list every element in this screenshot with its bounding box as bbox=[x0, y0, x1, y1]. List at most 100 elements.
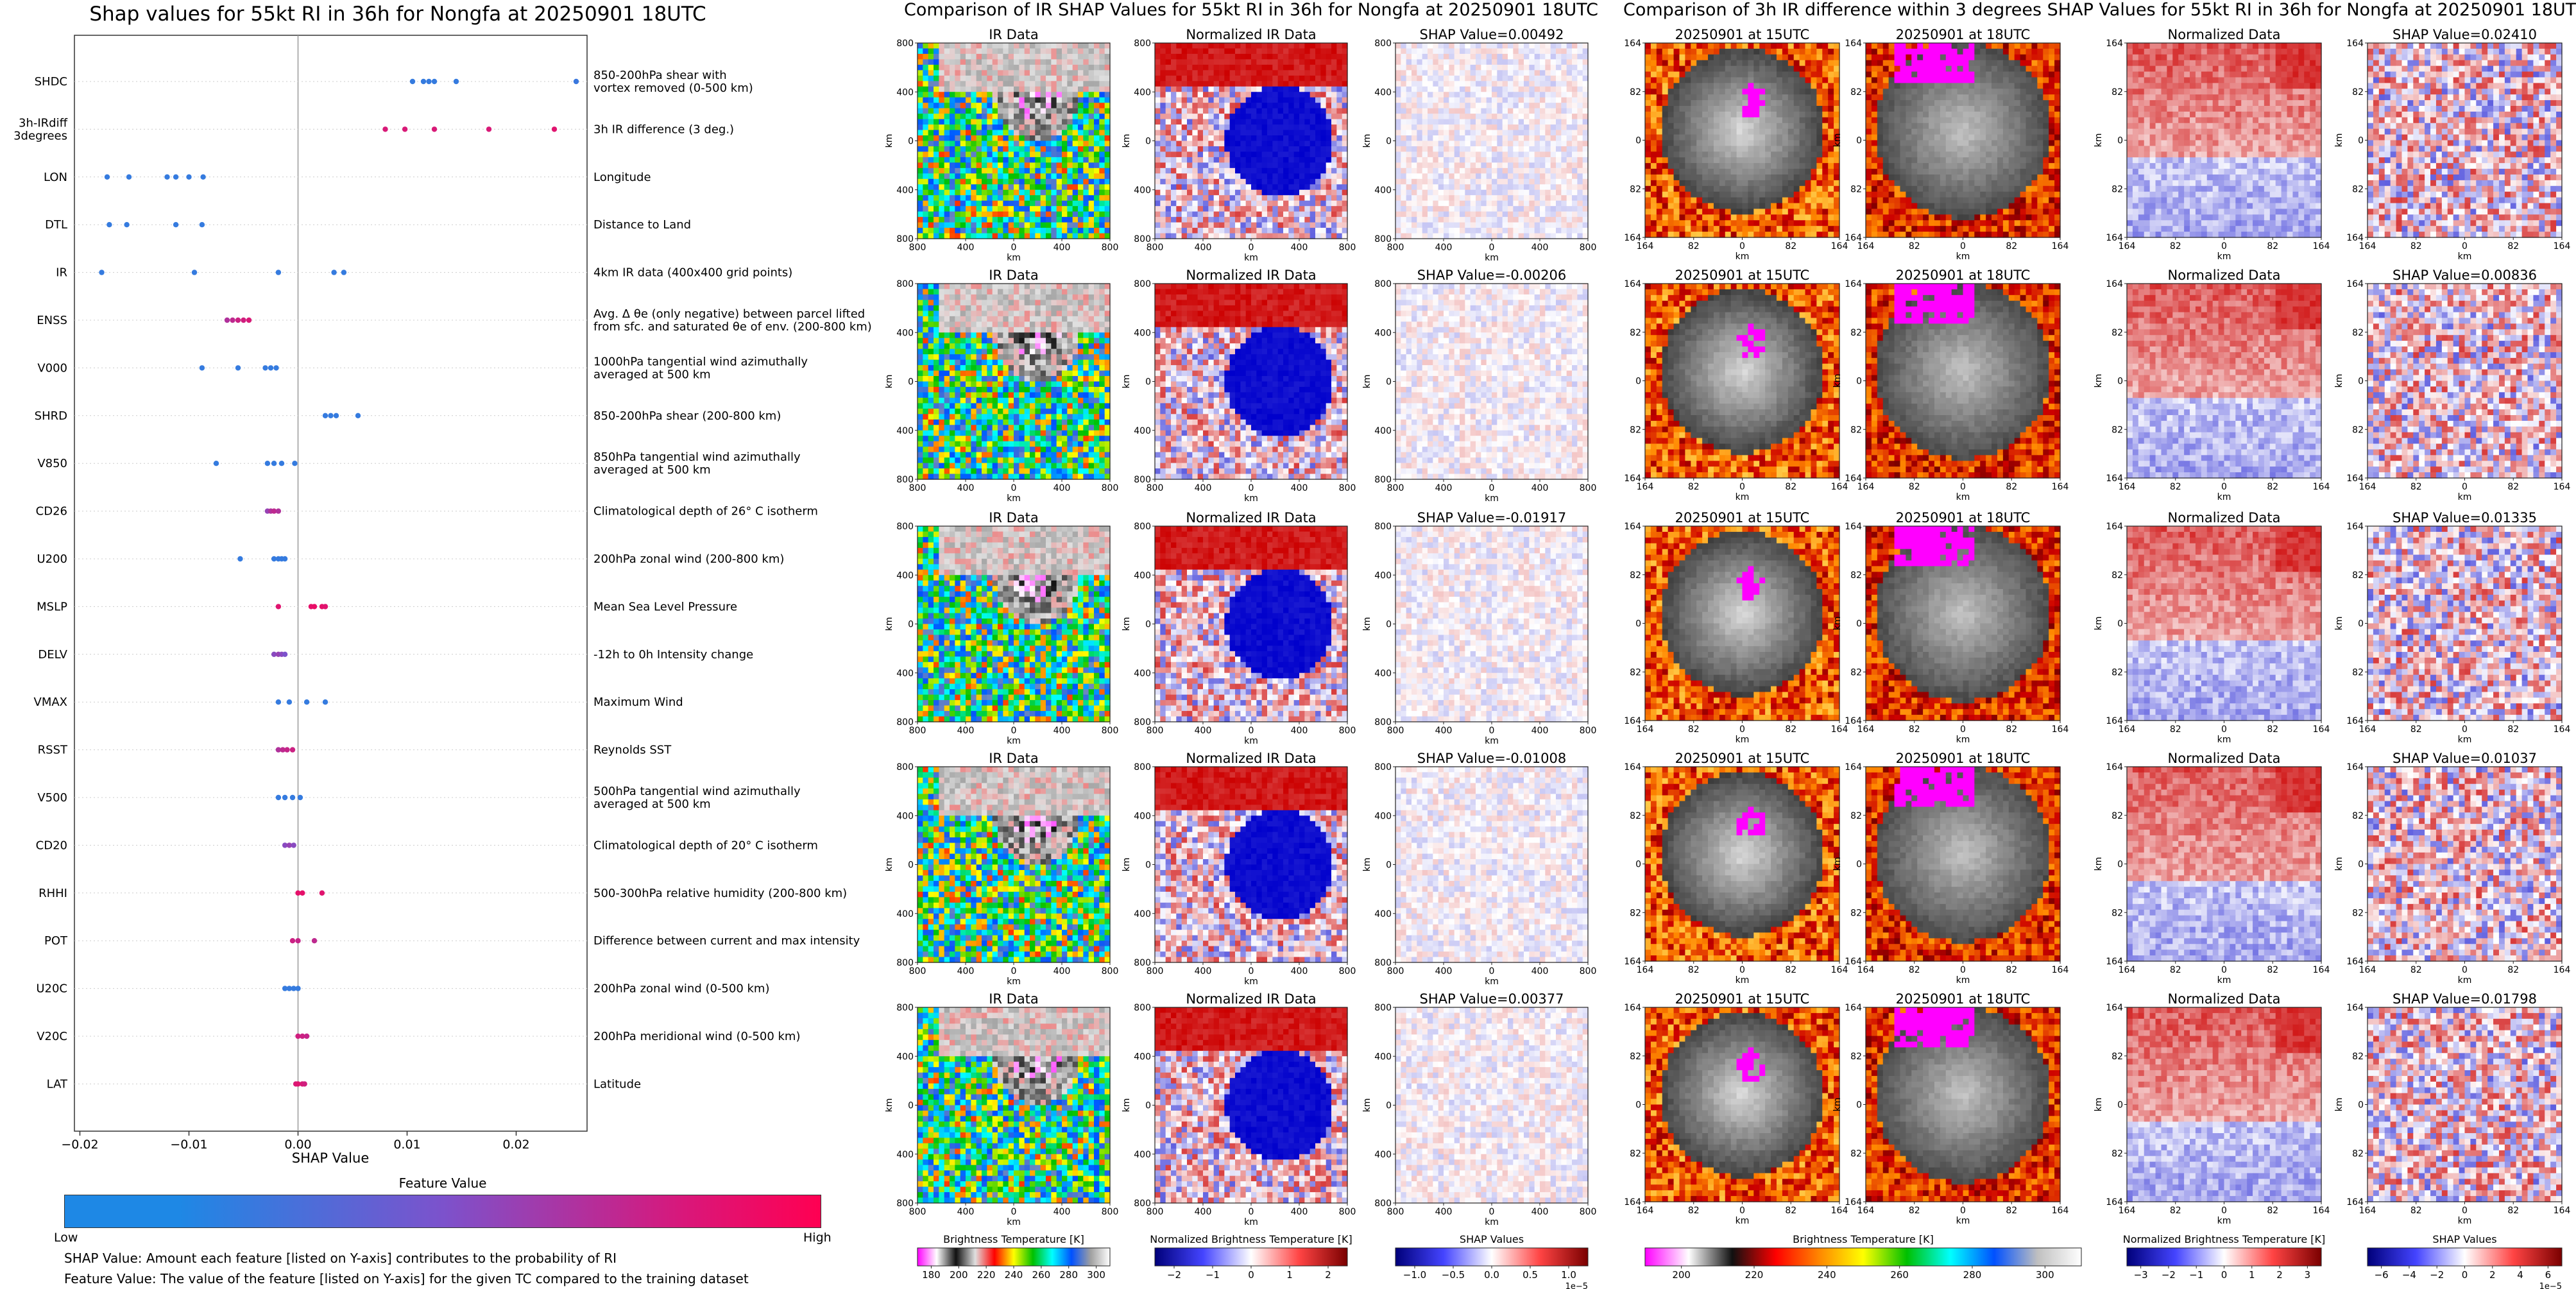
x-axis-label: km bbox=[1956, 735, 1970, 745]
x-tick-label: 0 bbox=[2221, 965, 2227, 975]
shap-point bbox=[213, 461, 219, 466]
x-tick-label: 400 bbox=[1435, 1207, 1453, 1217]
shap-point bbox=[303, 699, 310, 705]
shap-feature-code: V000 bbox=[37, 361, 67, 375]
y-tick-label: 164 bbox=[1845, 762, 1862, 773]
diff-colorbar-tick-label: 2 bbox=[2489, 1269, 2496, 1281]
feature-value-high-label: High bbox=[803, 1231, 832, 1245]
shap-point bbox=[295, 1081, 301, 1087]
diff-colorbar-label: SHAP Values bbox=[2432, 1233, 2496, 1245]
x-tick-label: 800 bbox=[1580, 966, 1597, 977]
x-tick-label: 0 bbox=[1249, 243, 1254, 253]
x-tick-label: 82 bbox=[2170, 724, 2181, 735]
y-tick-label: 0 bbox=[1145, 860, 1151, 871]
shap-xlabel: SHAP Value bbox=[0, 1150, 661, 1166]
y-tick-label: 0 bbox=[2358, 619, 2364, 629]
y-tick-label: 164 bbox=[2346, 1003, 2364, 1013]
shap-point bbox=[319, 890, 325, 896]
shap-point bbox=[573, 78, 579, 85]
x-axis-label: km bbox=[2458, 1216, 2472, 1226]
shap-point bbox=[322, 413, 328, 418]
shap-feature-description: 200hPa zonal wind (200-800 km) bbox=[593, 552, 784, 566]
y-tick-label: 82 bbox=[1630, 1148, 1641, 1159]
y-axis-label: km bbox=[1362, 617, 1372, 631]
y-tick-label: 0 bbox=[2358, 1100, 2364, 1111]
x-tick-label: 0 bbox=[2221, 241, 2227, 252]
x-tick-label: 0 bbox=[1489, 483, 1495, 493]
normalized-ir-panel bbox=[1154, 1007, 1348, 1204]
x-tick-label: 82 bbox=[1785, 965, 1796, 975]
diff-colorbar-tick-label: 0 bbox=[2221, 1269, 2228, 1281]
x-tick-label: 0 bbox=[1960, 241, 1966, 252]
shap-feature-code: DELV bbox=[38, 648, 67, 662]
x-tick-label: 400 bbox=[957, 966, 975, 977]
x-tick-label: 400 bbox=[1435, 243, 1453, 253]
y-axis-label: km bbox=[2334, 374, 2344, 388]
y-tick-label: 164 bbox=[2106, 279, 2123, 289]
diff-colorbar-tick-label: 1 bbox=[2249, 1269, 2255, 1281]
shap-feature-description: Difference between current and max inten… bbox=[593, 934, 860, 948]
shap-point bbox=[104, 174, 110, 180]
x-axis-label: km bbox=[1736, 252, 1750, 262]
x-tick-label: 82 bbox=[2507, 1206, 2519, 1216]
x-tick-label: 82 bbox=[1688, 965, 1700, 975]
diff-18utc-title: 20250901 at 18UTC bbox=[1896, 991, 2031, 1007]
diff-18utc-panel bbox=[1865, 42, 2061, 238]
shap-point bbox=[303, 1033, 310, 1039]
x-tick-label: 164 bbox=[1857, 965, 1875, 975]
x-tick-label: 400 bbox=[1291, 483, 1308, 493]
y-tick-label: 0 bbox=[2117, 860, 2123, 870]
diff-15utc-title: 20250901 at 15UTC bbox=[1675, 268, 1810, 283]
shap-point bbox=[275, 269, 282, 275]
y-tick-label: 82 bbox=[2352, 184, 2364, 194]
x-tick-label: 400 bbox=[1195, 483, 1212, 493]
y-tick-label: 82 bbox=[1850, 425, 1862, 435]
y-tick-label: 0 bbox=[1145, 137, 1151, 147]
x-axis-label: km bbox=[1956, 975, 1970, 986]
x-tick-label: 400 bbox=[1291, 1207, 1308, 1217]
x-tick-label: 400 bbox=[1053, 483, 1071, 493]
shap-point bbox=[268, 365, 274, 371]
y-tick-label: 0 bbox=[908, 860, 914, 871]
y-tick-label: 164 bbox=[1624, 474, 1641, 484]
x-axis-label: km bbox=[1244, 736, 1258, 746]
y-tick-label: 164 bbox=[2106, 762, 2123, 773]
y-tick-label: 164 bbox=[1845, 279, 1862, 289]
x-axis-label: km bbox=[1244, 977, 1258, 987]
x-tick-label: 400 bbox=[1195, 726, 1212, 736]
y-tick-label: 164 bbox=[1624, 38, 1641, 49]
shap-point bbox=[262, 365, 268, 371]
x-tick-label: 82 bbox=[2006, 482, 2017, 492]
x-tick-label: 0 bbox=[1489, 726, 1495, 736]
x-tick-label: 82 bbox=[2170, 482, 2181, 492]
x-tick-label: 800 bbox=[909, 726, 926, 736]
diff-colorbar-tick-label: 300 bbox=[2036, 1269, 2054, 1281]
y-tick-label: 82 bbox=[1630, 811, 1641, 821]
diff-shap-title: SHAP Value=0.01037 bbox=[2393, 751, 2537, 766]
y-tick-label: 800 bbox=[896, 958, 914, 968]
ir-data-panel bbox=[917, 42, 1111, 239]
x-tick-label: 164 bbox=[1637, 241, 1654, 252]
y-tick-label: 0 bbox=[1145, 377, 1151, 388]
shap-feature-description: 4km IR data (400x400 grid points) bbox=[593, 266, 792, 280]
shap-feature-code: V20C bbox=[37, 1030, 67, 1043]
diff-colorbar-label: Brightness Temperature [K] bbox=[1793, 1233, 1934, 1245]
y-tick-label: 0 bbox=[2117, 377, 2123, 387]
ir-colorbar-tick-label: −1 bbox=[1206, 1269, 1220, 1281]
y-tick-label: 0 bbox=[2358, 136, 2364, 146]
y-tick-label: 82 bbox=[1850, 570, 1862, 581]
diff-section-title: Comparison of 3h IR difference within 3 … bbox=[1623, 0, 2576, 20]
shap-feature-code: CD20 bbox=[36, 839, 67, 852]
y-tick-label: 0 bbox=[1386, 377, 1392, 388]
x-tick-label: 800 bbox=[1387, 726, 1404, 736]
y-tick-label: 800 bbox=[1134, 522, 1151, 532]
y-tick-label: 82 bbox=[1630, 328, 1641, 338]
x-tick-label: 82 bbox=[1785, 724, 1796, 735]
x-tick-label: 164 bbox=[2554, 482, 2571, 492]
diff-normalized-title: Normalized Data bbox=[2168, 991, 2281, 1007]
shap-point bbox=[331, 269, 337, 275]
shap-feature-code: 3h-IRdiff bbox=[19, 116, 68, 130]
y-tick-label: 0 bbox=[1856, 860, 1862, 870]
x-tick-label: 0 bbox=[1489, 243, 1495, 253]
x-tick-label: 400 bbox=[1053, 1207, 1071, 1217]
